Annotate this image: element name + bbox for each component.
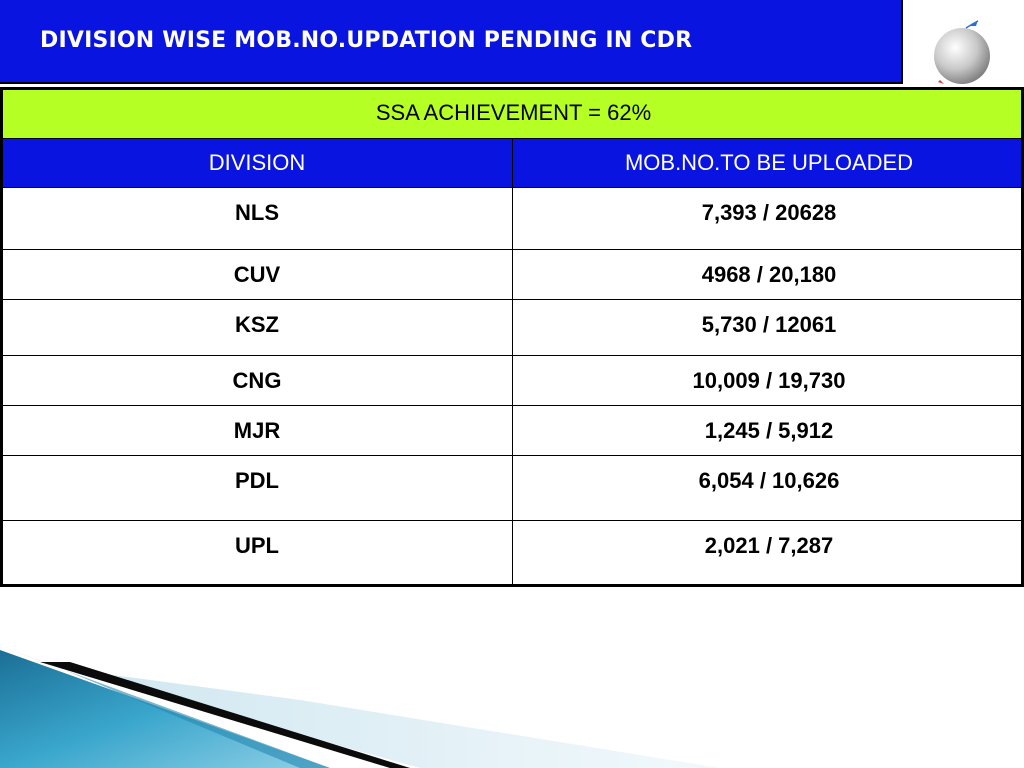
mob-cell: 7,393 / 20628 [511,187,1024,250]
division-cell: NLS [1,187,513,250]
division-cell: UPL [1,520,513,586]
mob-cell: 4968 / 20,180 [511,249,1024,300]
division-table: SSA ACHIEVEMENT = 62% DIVISION MOB.NO.TO… [0,87,1024,586]
mob-cell: 6,054 / 10,626 [511,455,1024,521]
table-row: MJR 1,245 / 5,912 [1,405,1024,456]
header-mob-to-upload: MOB.NO.TO BE UPLOADED [511,138,1024,188]
title-bar: DIVISION WISE MOB.NO.UPDATION PENDING IN… [0,0,903,84]
header-division: DIVISION [1,138,513,188]
achievement-banner-row: SSA ACHIEVEMENT = 62% [0,87,1024,139]
division-cell: PDL [1,455,513,521]
table-row: PDL 6,054 / 10,626 [1,455,1024,521]
division-cell: KSZ [1,299,513,356]
table-row: CUV 4968 / 20,180 [1,249,1024,300]
table-row: CNG 10,009 / 19,730 [1,355,1024,406]
division-cell: CNG [1,355,513,406]
mob-cell: 1,245 / 5,912 [511,405,1024,456]
table-row: KSZ 5,730 / 12061 [1,299,1024,356]
division-cell: MJR [1,405,513,456]
table-header-row: DIVISION MOB.NO.TO BE UPLOADED [1,138,1024,188]
globe-logo-icon [934,20,990,84]
corner-swoosh-decoration [0,646,720,768]
table-row: NLS 7,393 / 20628 [1,187,1024,250]
table-row: UPL 2,021 / 7,287 [1,520,1024,586]
division-cell: CUV [1,249,513,300]
mob-cell: 5,730 / 12061 [511,299,1024,356]
slide-title: DIVISION WISE MOB.NO.UPDATION PENDING IN… [40,28,693,53]
achievement-banner: SSA ACHIEVEMENT = 62% [0,87,1024,139]
mob-cell: 10,009 / 19,730 [511,355,1024,406]
mob-cell: 2,021 / 7,287 [511,520,1024,586]
